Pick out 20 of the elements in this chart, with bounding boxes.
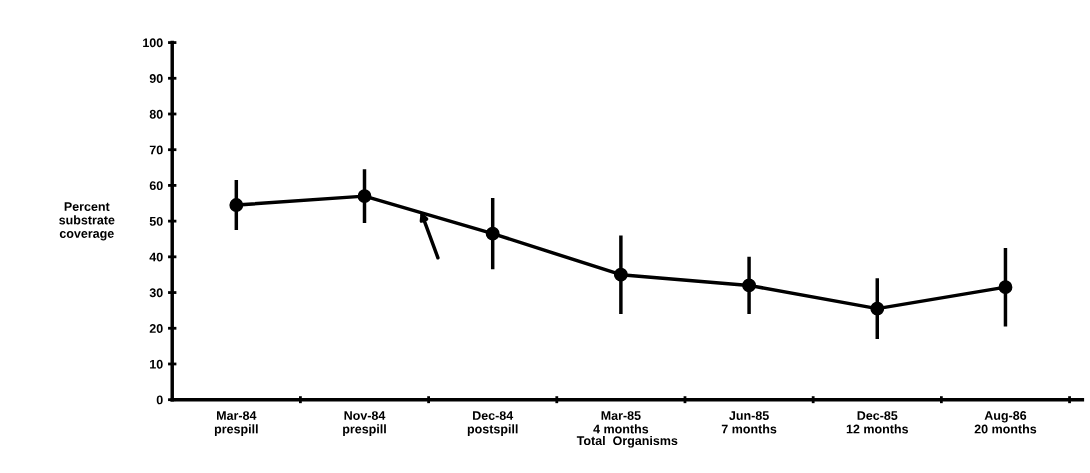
y-tick-label: 0 <box>156 395 163 405</box>
y-tick-label: 80 <box>149 109 163 119</box>
x-tick-label: Jun-85 7 months <box>721 411 777 434</box>
y-tick-label: 100 <box>143 38 163 48</box>
y-axis-title: Percent substrate coverage <box>59 202 115 241</box>
x-tick-label: Nov-84 prespill <box>343 411 386 436</box>
y-tick-label: 60 <box>149 181 163 191</box>
y-tick-label: 70 <box>149 145 163 155</box>
y-tick-label: 10 <box>150 359 163 369</box>
x-tick-label: Aug-86 20 months <box>974 411 1037 434</box>
y-tick-label: 20 <box>149 324 163 333</box>
y-tick-label: 90 <box>149 74 163 83</box>
x-tick-label: Mar-84 prespill <box>214 411 258 436</box>
x-tick-label: Mar-85 4 months <box>593 411 649 434</box>
x-axis-title: Total Organisms <box>576 435 678 448</box>
y-tick-label: 30 <box>149 288 163 298</box>
x-tick-label: Dec-84 postspill <box>467 411 518 436</box>
x-tick-label: Dec-85 12 months <box>846 411 909 434</box>
y-tick-label: 40 <box>149 252 163 262</box>
y-tick-label: 50 <box>149 216 163 226</box>
